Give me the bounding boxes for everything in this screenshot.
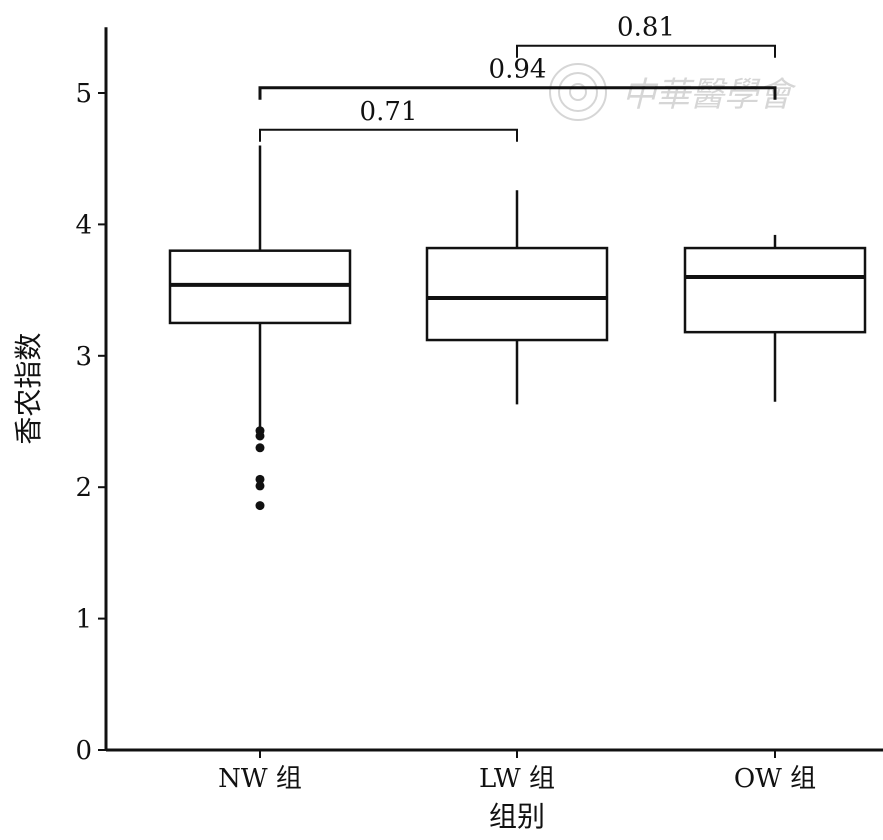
outlier-0-4: [255, 481, 265, 491]
y-tick-label-2: 2: [75, 473, 92, 503]
axes: 0 1 2 3 4 5 NW 组 LW 组 OW 组: [75, 27, 883, 794]
p-value-label-2: 0.81: [617, 13, 675, 43]
x-axis-title: 组别: [489, 800, 545, 833]
box-series: [168, 145, 867, 511]
watermark-text: 中華醫學會: [622, 75, 797, 115]
outlier-0-1: [255, 431, 265, 441]
outlier-0-2: [255, 443, 265, 453]
comparison-0: 0.71: [259, 97, 518, 142]
iqr-box-1: [425, 246, 609, 342]
box-2: [683, 234, 867, 402]
comparison-brackets: 0.71 0.94 0.81: [258, 13, 777, 142]
y-tick-label-3: 3: [75, 342, 92, 372]
seal-icon: [549, 63, 607, 121]
comparison-1: 0.94: [258, 55, 777, 100]
watermark: 中華醫學會: [549, 63, 797, 121]
box-1: [425, 190, 609, 405]
bracket-2: [516, 44, 776, 58]
comparison-2: 0.81: [516, 13, 776, 58]
box-0: [168, 145, 352, 511]
iqr-box-2: [683, 246, 867, 334]
y-tick-label-0: 0: [75, 736, 92, 766]
y-tick-label-4: 4: [75, 210, 92, 240]
bracket-0: [259, 128, 518, 142]
x-tick-label-1: LW 组: [479, 764, 555, 794]
outlier-0-3: [255, 474, 265, 484]
x-tick-label-2: OW 组: [734, 764, 816, 794]
y-axis-title: 香农指数: [12, 333, 45, 445]
bracket-1: [258, 86, 777, 100]
p-value-label-1: 0.94: [489, 55, 547, 85]
y-tick-label-1: 1: [75, 605, 92, 635]
x-tick-label-0: NW 组: [218, 764, 302, 794]
y-tick-label-5: 5: [75, 79, 92, 109]
outlier-0-5: [255, 501, 265, 511]
p-value-label-0: 0.71: [360, 97, 418, 127]
